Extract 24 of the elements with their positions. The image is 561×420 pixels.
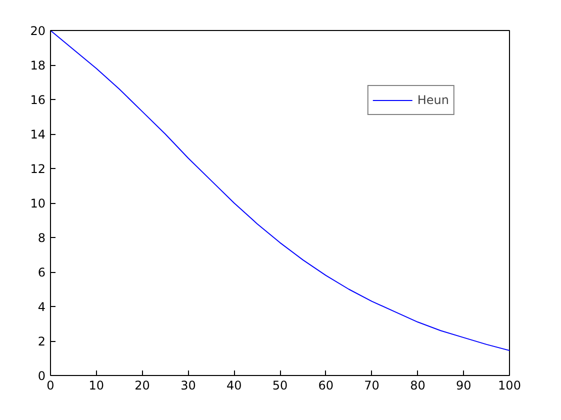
y-tick-label: 0 xyxy=(38,369,46,383)
y-tick-label: 6 xyxy=(38,266,46,280)
legend-label: Heun xyxy=(417,93,449,107)
x-tick-label: 100 xyxy=(498,378,521,392)
x-tick-label: 10 xyxy=(88,378,104,392)
y-tick-label: 16 xyxy=(30,93,46,107)
x-tick-label: 0 xyxy=(46,378,54,392)
x-tick-label: 20 xyxy=(134,378,150,392)
y-tick-label: 8 xyxy=(38,231,46,245)
x-tick-label: 50 xyxy=(272,378,288,392)
y-tick-label: 12 xyxy=(30,162,46,176)
x-tick-label: 60 xyxy=(318,378,334,392)
y-tick-label: 14 xyxy=(30,128,46,142)
y-tick-label: 18 xyxy=(30,58,46,72)
x-tick-label: 40 xyxy=(226,378,242,392)
y-tick-label: 4 xyxy=(38,300,46,314)
x-tick-label: 70 xyxy=(364,378,380,392)
x-tick-label: 80 xyxy=(410,378,426,392)
y-tick-label: 2 xyxy=(38,334,46,348)
y-tick-label: 20 xyxy=(30,24,46,38)
x-tick-label: 90 xyxy=(456,378,472,392)
line-series xyxy=(50,30,510,351)
x-tick-label: 30 xyxy=(180,378,196,392)
y-tick-label: 10 xyxy=(30,196,46,210)
